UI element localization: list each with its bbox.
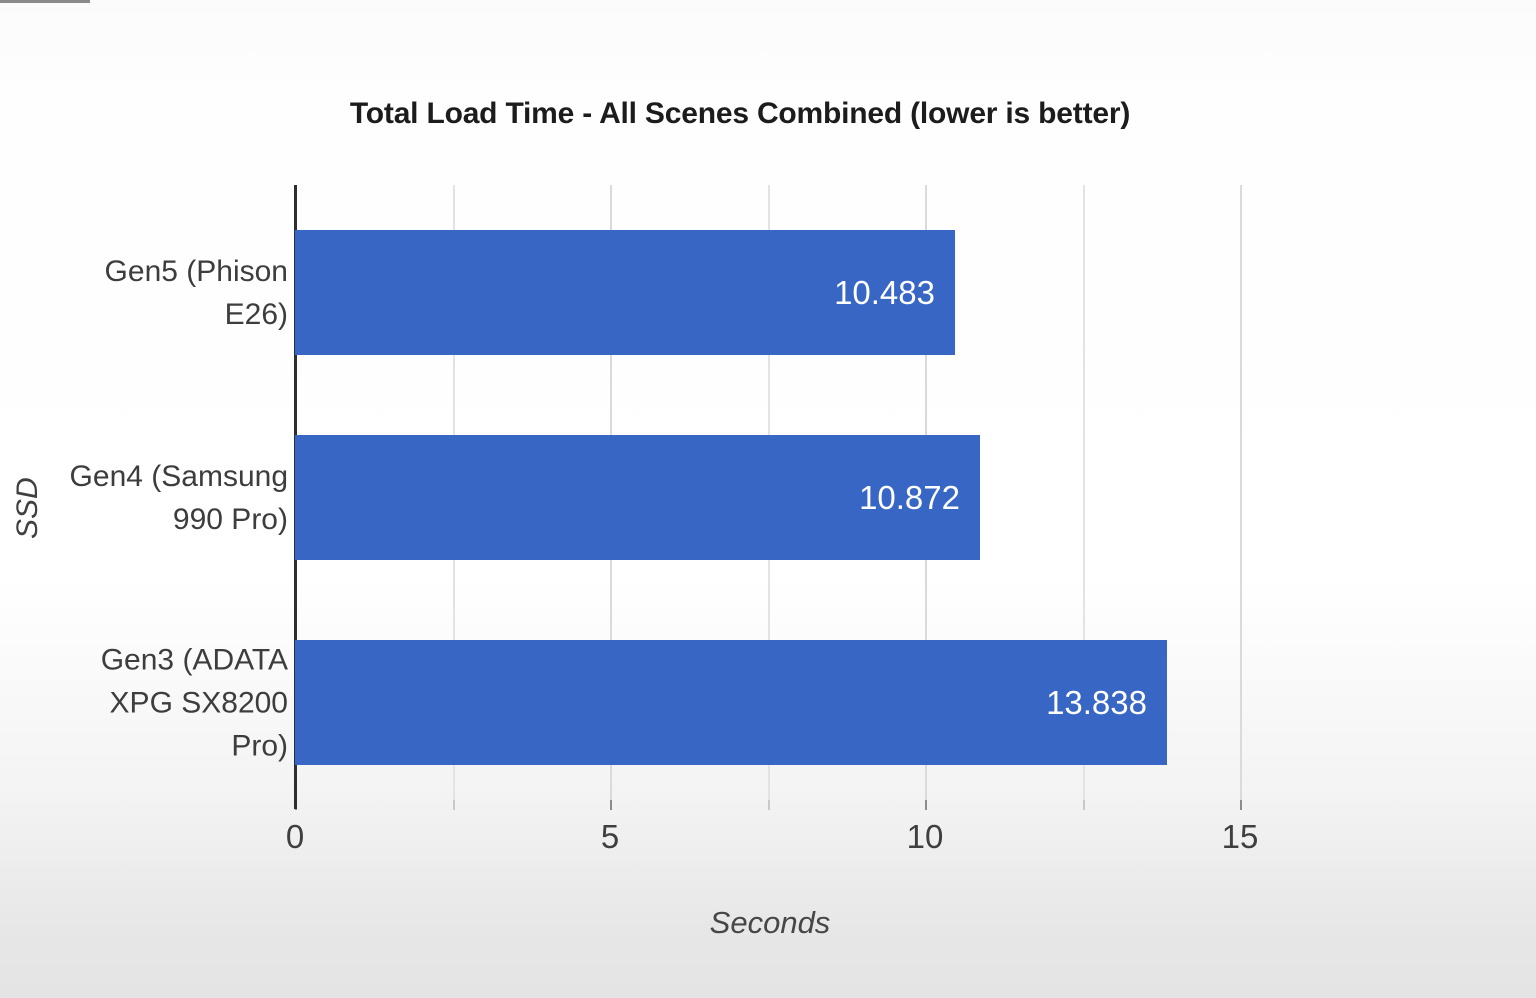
axis-tick	[1083, 800, 1085, 810]
bar-value-label-gen3: 13.838	[1046, 683, 1147, 721]
axis-tick	[768, 800, 770, 810]
bar-gen3: 13.838	[295, 640, 1167, 765]
bar-value-label-gen5: 10.483	[834, 273, 935, 311]
bar-row-gen5: Gen5 (Phison E26) 10.483	[0, 230, 1536, 355]
x-axis-title: Seconds	[709, 905, 831, 940]
y-axis-title: SSD	[11, 477, 44, 539]
category-label-gen5: Gen5 (Phison E26)	[104, 254, 288, 331]
axis-tick	[610, 800, 612, 810]
chart-title: Total Load Time - All Scenes Combined (l…	[349, 97, 1131, 130]
gridline	[1083, 185, 1085, 800]
category-label-gen4: Gen4 (Samsung 990 Pro)	[69, 459, 288, 536]
bar-gen4: 10.872	[295, 435, 980, 560]
axis-tick	[453, 800, 455, 810]
x-tick-label: 15	[1221, 818, 1259, 855]
bar-row-gen3: Gen3 (ADATA XPG SX8200 Pro) 13.838	[0, 640, 1536, 765]
bar-gen5: 10.483	[295, 230, 955, 355]
gridline	[1240, 185, 1242, 800]
x-tick-label: 10	[906, 818, 944, 855]
axis-tick	[925, 800, 927, 810]
axis-tick	[1240, 800, 1242, 810]
bar-row-gen4: Gen4 (Samsung 990 Pro) 10.872	[0, 435, 1536, 560]
x-tick-label: 0	[285, 818, 305, 855]
bar-value-label-gen4: 10.872	[859, 478, 960, 516]
video-artifact	[0, 0, 90, 3]
x-tick-label: 5	[600, 818, 620, 855]
category-label-gen3: Gen3 (ADATA XPG SX8200 Pro)	[100, 643, 288, 762]
